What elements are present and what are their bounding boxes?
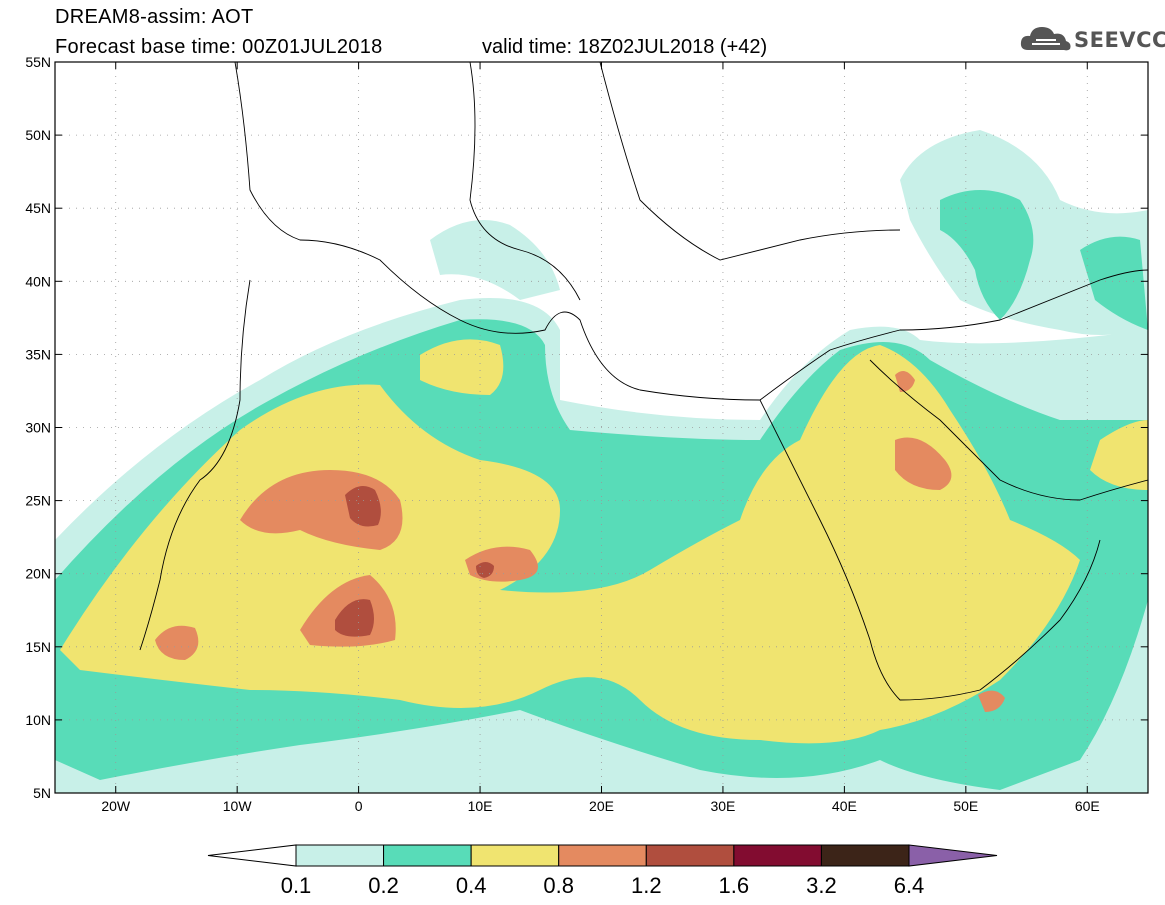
lat-tick-label: 25N xyxy=(25,493,51,509)
colorbar-label: 3.2 xyxy=(806,873,837,898)
lat-tick-label: 30N xyxy=(25,420,51,436)
lon-tick-label: 40E xyxy=(832,798,857,814)
colorbar-label: 1.6 xyxy=(719,873,750,898)
lat-tick-label: 45N xyxy=(25,200,51,216)
coastlines xyxy=(139,62,1148,701)
lat-tick-label: 10N xyxy=(25,712,51,728)
lat-tick-label: 5N xyxy=(33,785,51,801)
lon-tick-label: 50E xyxy=(953,798,978,814)
lon-tick-label: 0 xyxy=(355,798,363,814)
brand-logo: SEEVCCC xyxy=(1018,22,1165,56)
lon-tick-label: 10W xyxy=(223,798,253,814)
aot-band-1.2 xyxy=(345,486,381,527)
lon-tick-label: 60E xyxy=(1075,798,1100,814)
brand-name: SEEVCCC xyxy=(1074,28,1165,52)
colorbar-label: 0.8 xyxy=(543,873,574,898)
graticule xyxy=(55,62,1148,793)
forecast-base-time: Forecast base time: 00Z01JUL2018 xyxy=(55,36,383,58)
colorbar-label: 0.4 xyxy=(456,873,487,898)
lat-tick-label: 50N xyxy=(25,127,51,143)
colorbar-label: 0.1 xyxy=(281,873,312,898)
chart-title: DREAM8-assim: AOT xyxy=(55,6,254,28)
colorbar-label: 6.4 xyxy=(894,873,925,898)
colorbar: 0.1 0.2 0.4 0.8 1.2 1.6 3.2 6.4 xyxy=(207,844,998,898)
lon-tick-label: 20E xyxy=(589,798,614,814)
colorbar-swatch xyxy=(645,844,735,867)
latitude-ticks: 5N 10N 15N 20N 25N 30N 35N 40N 45N 50N 55N xyxy=(25,54,1148,801)
colorbar-high-arrow xyxy=(908,844,998,867)
lon-tick-label: 10E xyxy=(468,798,493,814)
lat-tick-label: 55N xyxy=(25,54,51,70)
valid-time: valid time: 18Z02JUL2018 (+42) xyxy=(482,36,768,58)
lat-tick-label: 40N xyxy=(25,273,51,289)
colorbar-swatch xyxy=(470,844,560,867)
colorbar-swatch xyxy=(558,844,647,867)
lat-tick-label: 15N xyxy=(25,639,51,655)
lat-tick-label: 35N xyxy=(25,346,51,362)
cloud-icon xyxy=(1020,27,1071,51)
colorbar-swatch xyxy=(383,844,472,867)
colorbar-swatch xyxy=(820,844,910,867)
colorbar-swatch xyxy=(295,844,385,867)
lat-tick-label: 20N xyxy=(25,566,51,582)
longitude-ticks: 20W 10W 0 10E 20E 30E 40E 50E 60E xyxy=(101,62,1100,814)
colorbar-swatch xyxy=(733,844,822,867)
colorbar-label: 0.2 xyxy=(368,873,399,898)
lon-tick-label: 30E xyxy=(710,798,735,814)
colorbar-label: 1.2 xyxy=(631,873,662,898)
lon-tick-label: 20W xyxy=(101,798,131,814)
colorbar-low-arrow xyxy=(207,844,297,867)
